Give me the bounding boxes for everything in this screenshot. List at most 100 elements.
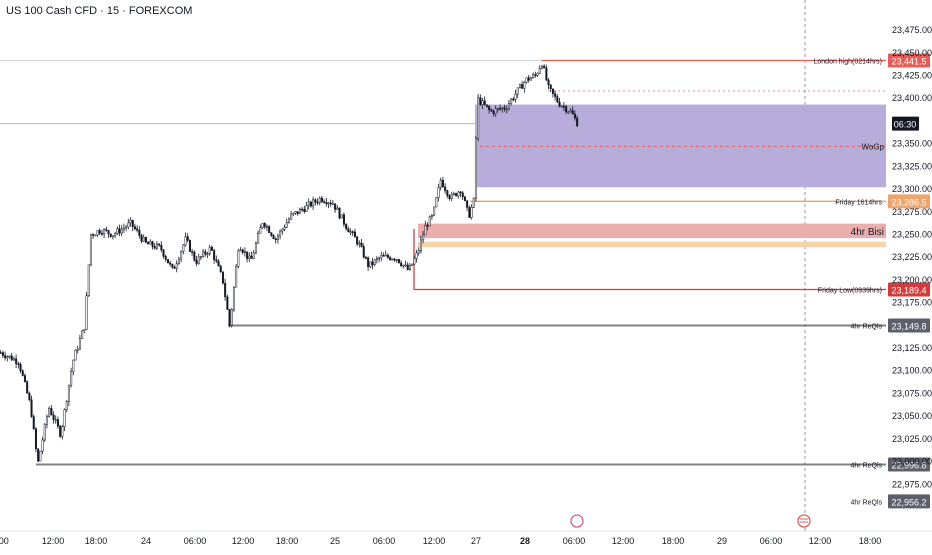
candle-body: [556, 96, 559, 103]
candle-body: [56, 419, 59, 427]
candle-body: [345, 223, 348, 229]
y-tick-label: 23,100.000: [892, 366, 932, 376]
candle-body: [329, 202, 332, 205]
candle-body: [448, 195, 451, 199]
x-tick-label: 12:00: [809, 536, 832, 546]
candle-body: [543, 65, 546, 69]
candle-body: [393, 258, 396, 261]
candle-body: [248, 255, 251, 259]
candle-body: [327, 202, 330, 205]
level-label: London high(0214hrs): [814, 59, 883, 66]
candle-body: [380, 255, 383, 259]
candle-body: [457, 191, 460, 197]
candle-body: [490, 109, 493, 112]
candle-body: [10, 355, 13, 361]
candle-body: [336, 207, 339, 210]
candle-body: [285, 222, 288, 228]
candle-body: [37, 448, 40, 462]
candle-body: [428, 216, 431, 227]
candle-body: [510, 98, 513, 104]
candle-body: [545, 67, 548, 81]
candle-body: [232, 286, 235, 310]
price-tag-text: 23,286.5: [891, 197, 926, 207]
x-tick-label: 25: [330, 536, 340, 546]
candle-body: [303, 209, 306, 212]
y-tick-label: 23,200.000: [892, 275, 932, 285]
candle-body: [571, 110, 574, 115]
candle-body: [87, 264, 90, 296]
candle-body: [177, 258, 180, 264]
candle-body: [527, 77, 530, 81]
candle-body: [373, 259, 376, 265]
candle-body: [133, 226, 136, 230]
candle-body: [23, 375, 26, 382]
candle-body: [369, 261, 372, 267]
candle-body: [499, 108, 502, 110]
candle-body: [230, 308, 233, 326]
candle-body: [155, 243, 158, 249]
candle-body: [41, 439, 44, 452]
candle-body: [21, 370, 24, 376]
candle-body: [158, 243, 161, 246]
candle-body: [45, 416, 48, 425]
x-tick-label: 12:00: [612, 536, 635, 546]
candle-body: [547, 79, 550, 86]
candle-body: [131, 219, 134, 227]
candle-body: [483, 100, 486, 105]
candle-body: [241, 249, 244, 253]
candle-body: [43, 424, 46, 441]
candle-body: [193, 251, 196, 261]
candle-body: [39, 450, 42, 462]
y-tick-label: 23,050.000: [892, 411, 932, 421]
candle-body: [197, 256, 200, 264]
candle-body: [162, 249, 165, 257]
candle-body: [470, 207, 473, 218]
candle-body: [452, 193, 455, 195]
candle-body: [173, 266, 176, 269]
candle-body: [408, 265, 411, 271]
candle-body: [279, 230, 282, 237]
candle-body: [331, 203, 334, 206]
candle-body: [479, 97, 482, 105]
candle-body: [433, 206, 436, 216]
price-tag-text: 23,441.5: [891, 57, 926, 67]
x-tick-label: 18:00: [859, 536, 882, 546]
candle-body: [166, 259, 169, 264]
candle-body: [360, 242, 363, 247]
candle-body: [567, 111, 570, 114]
candle-body: [424, 225, 427, 236]
candle-body: [96, 230, 99, 236]
price-tag: [888, 494, 930, 509]
candle-body: [136, 228, 139, 231]
candle-body: [435, 197, 438, 208]
candle-body: [340, 214, 343, 219]
price-tag: [888, 282, 930, 297]
candle-body: [164, 256, 167, 260]
candle-body: [151, 241, 154, 247]
candle-body: [149, 241, 152, 245]
candle-body: [362, 246, 365, 258]
candle-body: [142, 237, 145, 242]
candle-body: [503, 107, 506, 110]
candle-body: [76, 348, 79, 351]
candle-body: [122, 227, 125, 230]
candle-body: [512, 98, 515, 101]
candle-body: [140, 235, 143, 242]
candle-body: [400, 262, 403, 267]
level-label: Friday Low(0939hrs): [818, 288, 882, 295]
y-tick-label: 23,475.000: [892, 25, 932, 35]
candle-body: [281, 229, 284, 232]
candle-body: [224, 282, 227, 298]
candle-body: [98, 230, 101, 234]
candle-body: [455, 193, 458, 197]
x-tick-label: 06:00: [760, 536, 783, 546]
candle-body: [353, 231, 356, 238]
candle-body: [554, 93, 557, 97]
candle-body: [32, 416, 35, 430]
candle-body: [210, 246, 213, 251]
price-tag-text: 23,189.4: [891, 286, 926, 296]
candle-body: [516, 87, 519, 95]
candle-body: [169, 262, 172, 265]
